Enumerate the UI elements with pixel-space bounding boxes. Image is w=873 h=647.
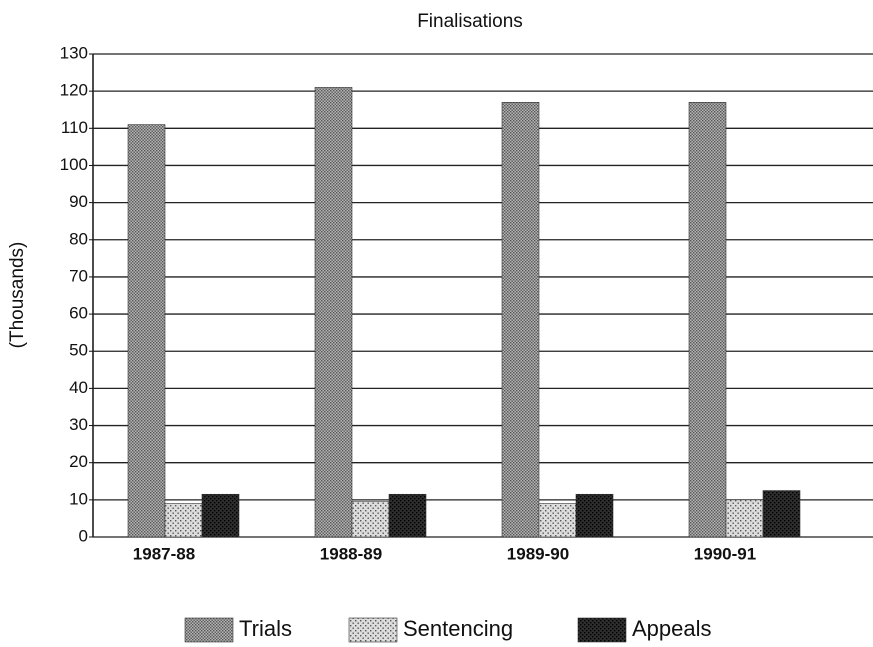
y-tick-label: 70 [69,266,88,285]
y-tick-label: 10 [69,489,88,508]
bar [538,503,577,538]
bar [201,493,240,538]
bar [575,493,614,538]
x-tick-label: 1988-89 [320,544,382,563]
y-tick-label: 100 [60,155,88,174]
x-tick-label: 1989-90 [507,544,569,563]
chart-title: Finalisations [417,11,523,32]
bar [762,490,801,538]
y-tick-label: 40 [69,378,88,397]
bar [725,499,764,538]
bar [127,124,166,538]
y-tick-label: 90 [69,192,88,211]
y-tick-label: 30 [69,415,88,434]
bar [501,102,540,538]
legend-label: Sentencing [403,616,513,641]
bar [314,87,353,538]
bar [388,493,427,538]
y-tick-label: 80 [69,229,88,248]
y-tick-label: 110 [61,118,88,137]
y-tick-label: 130 [60,43,88,62]
x-tick-label: 1987-88 [133,544,195,563]
bar [351,501,390,538]
legend-swatch [577,617,627,643]
legend-swatch [184,617,234,643]
legend-label: Trials [239,616,292,641]
y-tick-label: 0 [79,526,88,545]
y-tick-label: 50 [69,341,88,360]
y-tick-label: 60 [69,304,88,323]
legend-label: Appeals [632,616,712,641]
bar [688,102,727,538]
y-axis-label: (Thousands) [7,242,28,349]
y-tick-label: 120 [60,81,88,100]
x-tick-label: 1990-91 [694,544,756,563]
y-tick-label: 20 [69,452,88,471]
legend-swatch [348,617,398,643]
bar [164,503,203,538]
